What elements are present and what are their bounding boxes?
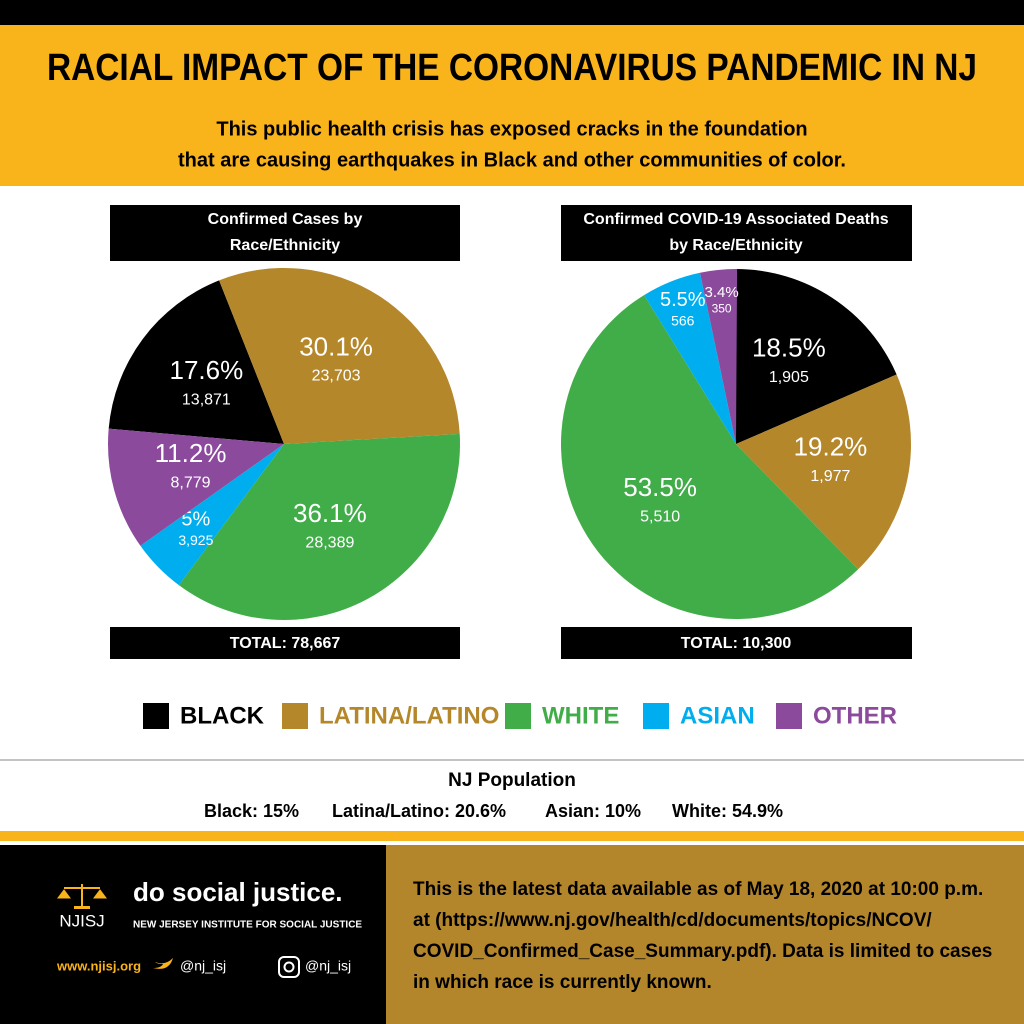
- percent-label: 30.1%: [299, 331, 373, 361]
- instagram-handle[interactable]: @nj_isj: [305, 958, 351, 974]
- population-title: NJ Population: [448, 770, 576, 791]
- chart-title: Race/Ethnicity: [230, 237, 340, 254]
- website[interactable]: www.njisj.org: [56, 958, 141, 973]
- title: RACIAL IMPACT OF THE CORONAVIRUS PANDEMI…: [47, 47, 977, 89]
- chart-title: Confirmed COVID-19 Associated Deaths: [583, 211, 888, 228]
- count-label: 566: [671, 312, 695, 328]
- population-item: Asian: 10%: [545, 801, 641, 821]
- note: COVID_Confirmed_Case_Summary.pdf). Data …: [413, 941, 992, 962]
- pie-slice: [736, 269, 897, 444]
- count-label: 1,905: [769, 369, 809, 386]
- pie-slice: [561, 295, 859, 620]
- percent-label: 19.2%: [794, 432, 868, 462]
- percent-label: 17.6%: [170, 355, 244, 385]
- total-box: [110, 627, 460, 659]
- logo-text: NJISJ: [59, 911, 104, 930]
- legend-label: OTHER: [813, 702, 897, 729]
- total-label: TOTAL: 78,667: [230, 635, 341, 652]
- legend-swatch: [505, 703, 531, 729]
- count-label: 3,925: [178, 532, 213, 548]
- legend-label: WHITE: [542, 702, 619, 729]
- population-item: Black: 15%: [204, 801, 299, 821]
- chart-title-box: [110, 205, 460, 261]
- pie-slice: [736, 374, 911, 570]
- pie-slice: [140, 444, 284, 586]
- instagram-icon: [283, 961, 295, 973]
- percent-label: 5.5%: [660, 289, 706, 311]
- legend-swatch: [282, 703, 308, 729]
- count-label: 28,389: [305, 534, 354, 551]
- count-label: 350: [712, 301, 732, 315]
- note: at (https://www.nj.gov/health/cd/documen…: [413, 910, 932, 931]
- legend-label: BLACK: [180, 702, 265, 729]
- percent-label: 36.1%: [293, 498, 367, 528]
- slogan: do social justice.: [133, 877, 343, 907]
- pie-slice: [219, 267, 460, 444]
- legend-label: ASIAN: [680, 702, 755, 729]
- count-label: 13,871: [182, 391, 231, 408]
- total-box: [561, 627, 912, 659]
- pie-slice: [644, 272, 736, 444]
- legend-label: LATINA/LATINO: [319, 702, 499, 729]
- chart-title: by Race/Ethnicity: [669, 237, 802, 254]
- percent-label: 53.5%: [623, 472, 697, 502]
- instagram-icon: [278, 956, 300, 978]
- population-item: Latina/Latino: 20.6%: [332, 801, 506, 821]
- total-label: TOTAL: 10,300: [681, 635, 792, 652]
- legend-swatch: [776, 703, 802, 729]
- count-label: 8,779: [171, 475, 211, 492]
- percent-label: 11.2%: [155, 438, 227, 468]
- footer-stripe: [0, 831, 1024, 841]
- percent-label: 3.4%: [704, 284, 738, 301]
- pie-slice: [699, 269, 738, 444]
- charts: Confirmed Cases by Race/Ethnicity TOTAL: 7…: [108, 211, 911, 652]
- twitter-icon: [153, 958, 173, 969]
- footer-left: [0, 845, 386, 1024]
- legend-swatch: [643, 703, 669, 729]
- footer-right: [386, 845, 1024, 1024]
- top-bar: [0, 0, 1024, 25]
- pie-slice: [108, 280, 284, 444]
- org-name: NEW JERSEY INSTITUTE FOR SOCIAL JUSTICE: [133, 920, 362, 931]
- note: This is the latest data available as of …: [413, 879, 983, 900]
- subtitle: This public health crisis has exposed cr…: [216, 118, 807, 140]
- twitter-handle[interactable]: @nj_isj: [180, 958, 226, 974]
- count-label: 5,510: [640, 508, 680, 525]
- header-band: [0, 25, 1024, 186]
- percent-label: 18.5%: [752, 332, 826, 362]
- pie-slice: [178, 433, 460, 621]
- legend-swatch: [143, 703, 169, 729]
- chart-title: Confirmed Cases by: [208, 211, 363, 228]
- count-label: 23,703: [312, 368, 361, 385]
- population-item: White: 54.9%: [672, 801, 783, 821]
- note: in which race is currently known.: [413, 972, 712, 993]
- logo-scale: [57, 884, 107, 909]
- count-label: 1,977: [810, 468, 850, 485]
- pie-slice: [108, 428, 284, 546]
- subtitle: that are causing earthquakes in Black an…: [178, 149, 846, 171]
- percent-label: 5%: [181, 508, 210, 530]
- chart-title-box: [561, 205, 912, 261]
